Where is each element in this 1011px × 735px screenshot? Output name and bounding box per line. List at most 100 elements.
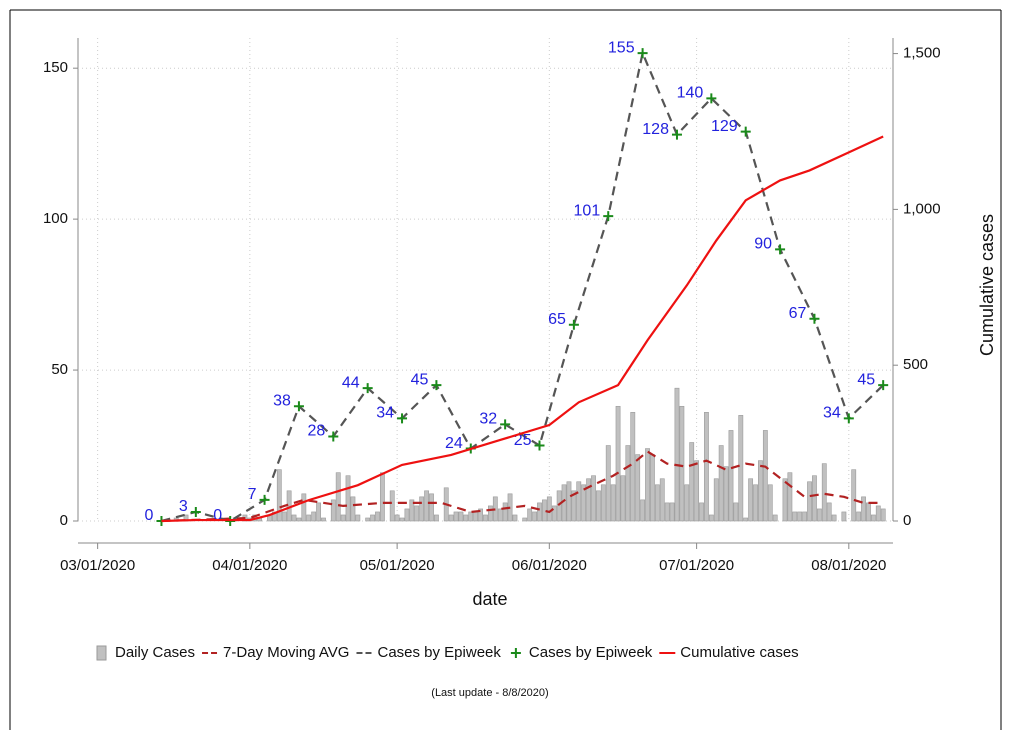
bar [753, 484, 758, 522]
data-label: 45 [857, 371, 875, 388]
data-label: 28 [308, 423, 326, 440]
bar [394, 514, 400, 522]
bar [468, 511, 474, 522]
bar [537, 502, 542, 522]
y2-tick-label: 0 [903, 512, 911, 529]
bar [306, 514, 312, 522]
bar [772, 514, 778, 522]
bar [316, 502, 321, 522]
data-label: 34 [823, 405, 841, 422]
bar [704, 412, 709, 522]
bar [738, 415, 744, 522]
bar [556, 490, 562, 522]
bar [812, 475, 817, 522]
bar [453, 511, 459, 522]
bar [502, 502, 508, 522]
y2-tick-label: 1,000 [903, 200, 941, 217]
marker [878, 380, 889, 391]
y2-tick-label: 1,500 [903, 45, 941, 62]
data-label: 67 [789, 305, 807, 322]
bar [841, 511, 847, 522]
bar [335, 472, 341, 522]
x-axis-title: date [472, 589, 507, 609]
data-label: 0 [145, 507, 154, 524]
legend-label: Cases by Epiweek [529, 644, 653, 661]
bar [767, 484, 773, 522]
bar [522, 517, 528, 522]
bar [330, 499, 336, 522]
bar [787, 472, 793, 522]
marker [190, 506, 201, 517]
bar [321, 517, 326, 522]
bar [645, 448, 650, 522]
bar [551, 505, 557, 522]
bar [684, 484, 690, 522]
data-label: 101 [574, 202, 601, 219]
marker [431, 380, 442, 391]
bar [586, 478, 592, 522]
bar [419, 496, 425, 522]
bar [478, 508, 483, 522]
note: (Last update - 8/8/2020) [431, 687, 548, 699]
bar [527, 508, 533, 522]
bar [620, 475, 626, 522]
bar [350, 496, 356, 522]
line [161, 450, 884, 523]
bar [625, 445, 631, 522]
data-label: 32 [479, 411, 497, 428]
y-tick-label: 100 [43, 210, 68, 227]
data-label: 0 [213, 507, 222, 524]
marker [397, 413, 408, 424]
marker [603, 211, 614, 222]
bar [571, 490, 577, 522]
data-label: 128 [642, 121, 669, 138]
data-label: 129 [711, 118, 738, 135]
bar [762, 430, 768, 522]
bar [615, 405, 621, 522]
bar [434, 514, 439, 522]
data-label: 38 [273, 393, 291, 410]
line [161, 135, 884, 523]
bar [488, 505, 493, 522]
bar [429, 493, 434, 522]
bar [826, 502, 832, 522]
legend-label: Daily Cases [115, 644, 195, 661]
bar [463, 514, 469, 522]
bar [851, 469, 857, 522]
bar [291, 514, 297, 522]
bar [816, 508, 822, 522]
bar [532, 511, 537, 522]
bar [581, 484, 587, 522]
y-tick-label: 50 [51, 361, 68, 378]
bar [659, 478, 665, 522]
bar [728, 430, 734, 522]
bar [365, 517, 371, 522]
marker [259, 494, 270, 505]
bar [591, 475, 596, 522]
y2-axis-title: Cumulative cases [977, 214, 997, 356]
bar [605, 445, 611, 522]
bar [664, 502, 670, 522]
bar [473, 511, 479, 522]
data-label: 44 [342, 374, 360, 391]
marker [809, 313, 820, 324]
bar [576, 481, 582, 522]
bar [866, 502, 871, 522]
bar [497, 508, 503, 522]
bar [566, 481, 572, 522]
bar [699, 502, 704, 522]
bar [375, 511, 380, 522]
marker [500, 419, 511, 430]
legend-symbol [96, 645, 107, 661]
line [161, 49, 884, 523]
bar [301, 493, 307, 522]
bar [748, 478, 754, 522]
bar [379, 472, 385, 522]
x-tick-label: 03/01/2020 [60, 557, 135, 574]
bar [370, 514, 375, 522]
marker [843, 413, 854, 424]
x-tick-label: 06/01/2020 [512, 557, 587, 574]
bar [340, 514, 346, 522]
legend-label: 7-Day Moving AVG [223, 644, 349, 661]
bar [630, 412, 636, 522]
